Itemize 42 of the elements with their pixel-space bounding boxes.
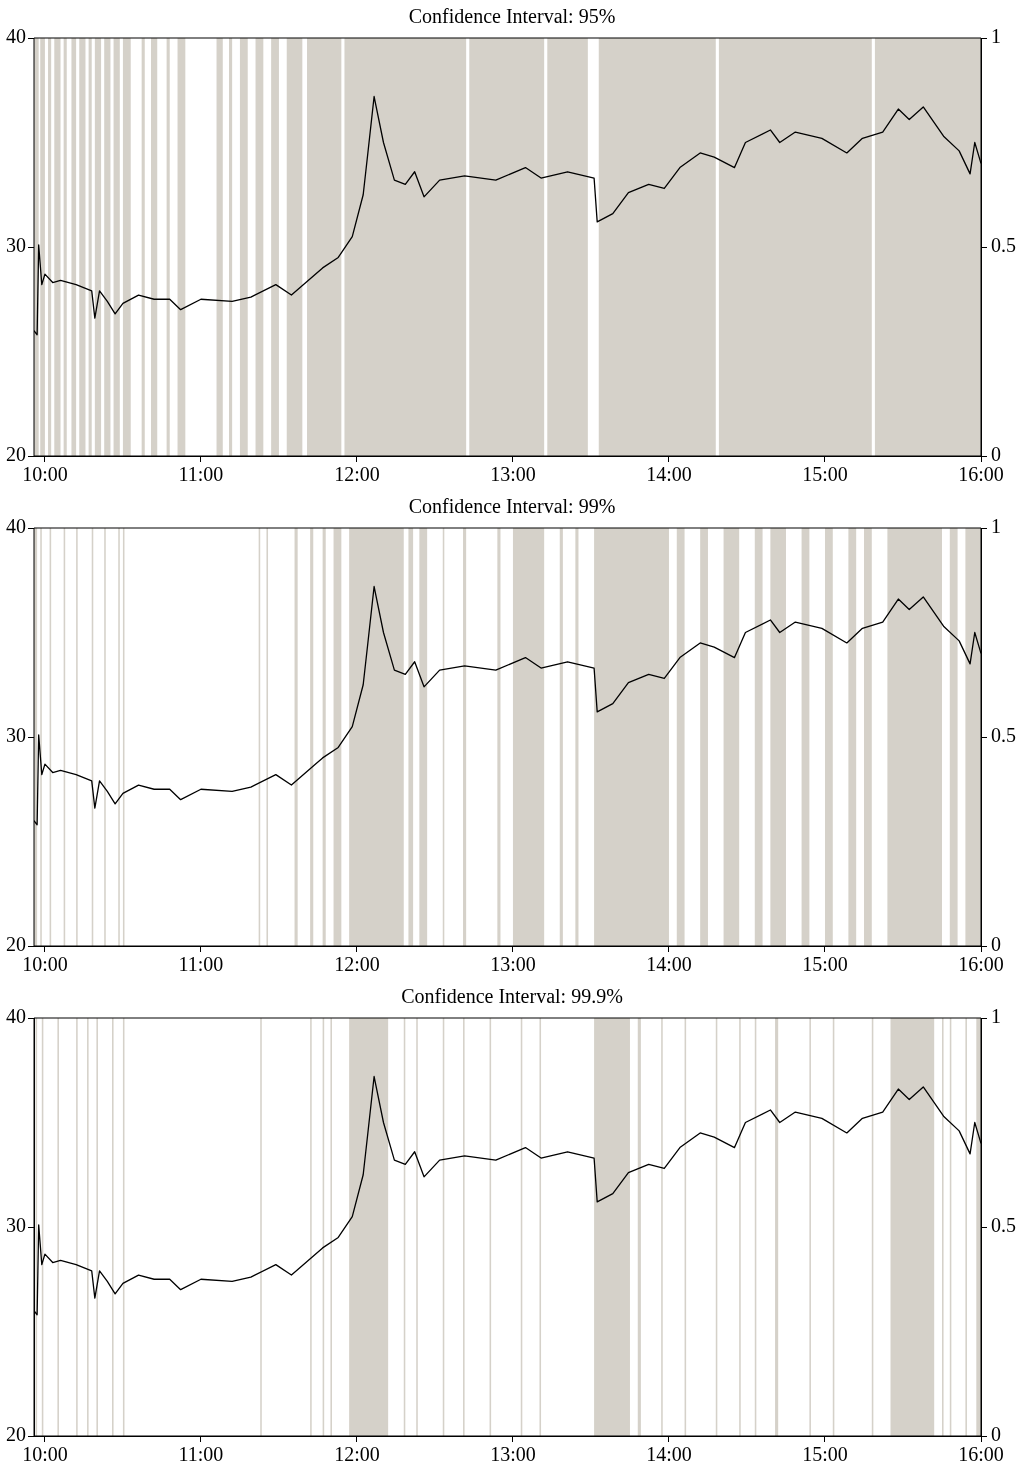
x-tick-label: 12:00 — [334, 953, 380, 976]
y2-tick-label: 0.5 — [991, 234, 1016, 257]
x-tick-label: 11:00 — [178, 1443, 224, 1466]
x-tick-label: 13:00 — [490, 463, 536, 486]
x-tick-label: 13:00 — [490, 1443, 536, 1466]
x-tick-label: 15:00 — [802, 953, 848, 976]
x-tick-label: 11:00 — [178, 463, 224, 486]
y-tick-label: 40 — [6, 25, 26, 48]
x-tick-label: 15:00 — [802, 463, 848, 486]
x-tick-label: 14:00 — [646, 463, 692, 486]
x-tick-label: 12:00 — [334, 463, 380, 486]
y-tick-label: 40 — [6, 515, 26, 538]
x-tick-label: 16:00 — [958, 463, 1004, 486]
chart-title: Confidence Interval: 99.9% — [401, 985, 623, 1008]
x-tick-label: 10:00 — [22, 953, 68, 976]
chart-title: Confidence Interval: 99% — [408, 495, 616, 518]
y2-tick-label: 0 — [991, 443, 1001, 466]
x-tick-label: 16:00 — [958, 953, 1004, 976]
y-tick-label: 30 — [6, 234, 26, 257]
y-tick-label: 20 — [6, 443, 26, 466]
x-tick-label: 15:00 — [802, 1443, 848, 1466]
y-tick-label: 20 — [6, 933, 26, 956]
x-tick-label: 14:00 — [646, 953, 692, 976]
x-tick-label: 10:00 — [22, 1443, 68, 1466]
y2-tick-label: 0 — [991, 1423, 1001, 1446]
x-tick-label: 16:00 — [958, 1443, 1004, 1466]
y-tick-label: 20 — [6, 1423, 26, 1446]
y2-tick-label: 0.5 — [991, 1214, 1016, 1237]
y2-tick-label: 1 — [991, 515, 1001, 538]
y2-tick-label: 1 — [991, 25, 1001, 48]
x-tick-label: 12:00 — [334, 1443, 380, 1466]
chart-title: Confidence Interval: 95% — [408, 5, 616, 28]
y2-tick-label: 1 — [991, 1005, 1001, 1028]
y-tick-label: 40 — [6, 1005, 26, 1028]
x-tick-label: 10:00 — [22, 463, 68, 486]
x-tick-label: 14:00 — [646, 1443, 692, 1466]
y2-tick-label: 0.5 — [991, 724, 1016, 747]
y2-tick-label: 0 — [991, 933, 1001, 956]
x-tick-label: 13:00 — [490, 953, 536, 976]
y-tick-label: 30 — [6, 1214, 26, 1237]
y-tick-label: 30 — [6, 724, 26, 747]
x-tick-label: 11:00 — [178, 953, 224, 976]
